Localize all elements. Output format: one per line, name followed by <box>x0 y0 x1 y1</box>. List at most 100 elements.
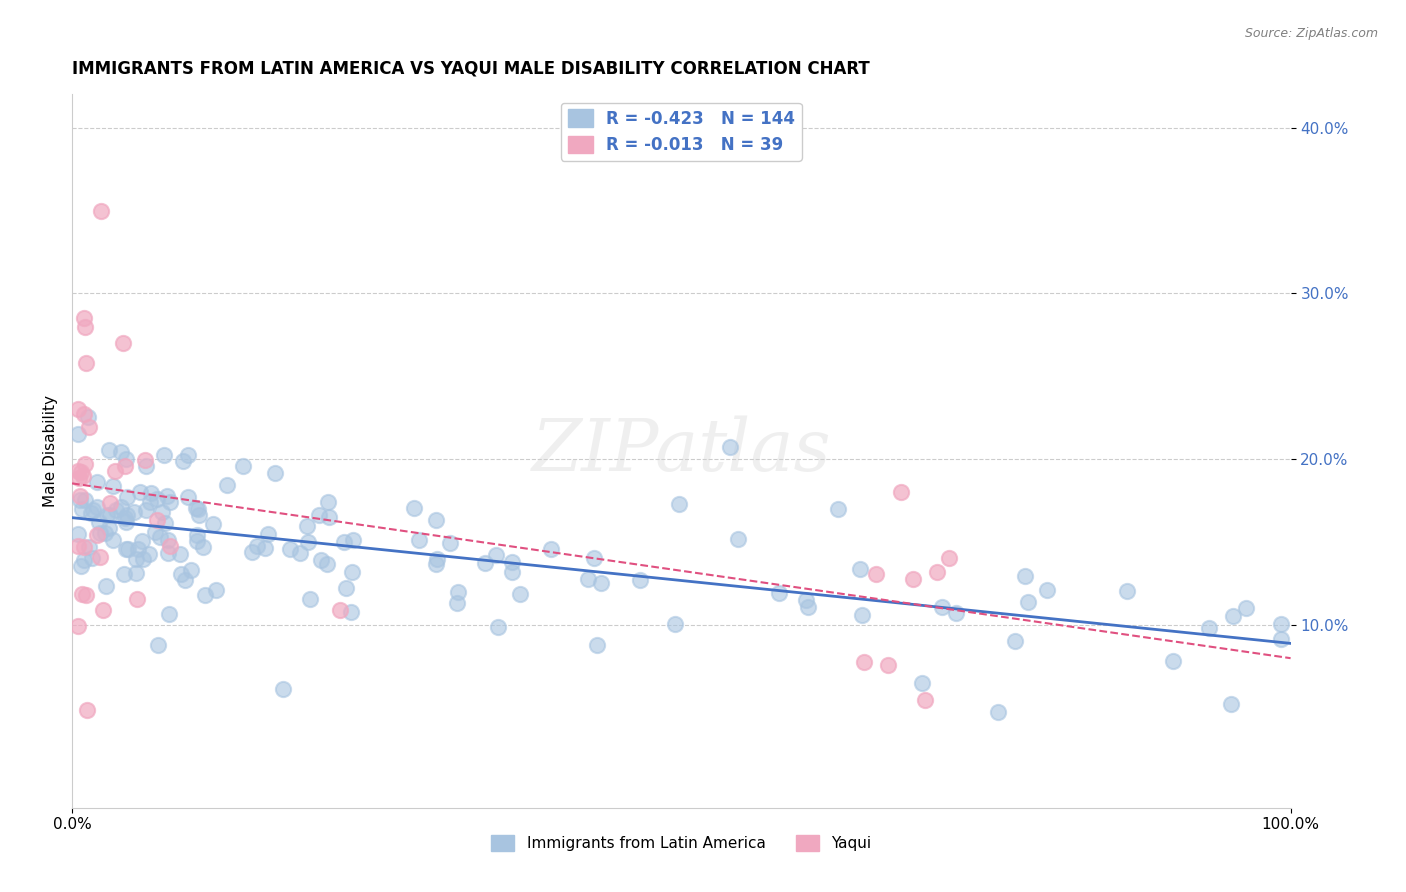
Point <box>94 526 117 541</box>
Point <box>117 508 139 523</box>
Point <box>335 581 357 595</box>
Point <box>127 591 149 606</box>
Point <box>583 550 606 565</box>
Point <box>135 459 157 474</box>
Point <box>1017 595 1039 609</box>
Point <box>439 535 461 549</box>
Point <box>91 603 114 617</box>
Point <box>446 596 468 610</box>
Point <box>191 540 214 554</box>
Point <box>186 534 208 549</box>
Point <box>69 489 91 503</box>
Point <box>146 638 169 652</box>
Point <box>253 541 276 556</box>
Point <box>138 547 160 561</box>
Point <box>1236 600 1258 615</box>
Point <box>1222 608 1244 623</box>
Point <box>931 599 953 614</box>
Point <box>80 506 103 520</box>
Point <box>316 495 339 509</box>
Point <box>278 541 301 556</box>
Point <box>125 566 148 580</box>
Point <box>73 553 96 567</box>
Point <box>186 528 208 542</box>
Point <box>914 693 936 707</box>
Point <box>159 539 181 553</box>
Point <box>945 607 967 621</box>
Point <box>115 452 138 467</box>
Point <box>70 502 93 516</box>
Point <box>404 500 426 515</box>
Point <box>668 498 690 512</box>
Point <box>115 515 138 529</box>
Point <box>76 703 98 717</box>
Point <box>77 540 100 554</box>
Point <box>77 409 100 424</box>
Point <box>1115 583 1137 598</box>
Point <box>156 489 179 503</box>
Point <box>768 586 790 600</box>
Point <box>586 638 609 652</box>
Point <box>132 552 155 566</box>
Point <box>938 550 960 565</box>
Point <box>89 203 111 218</box>
Point <box>927 565 949 579</box>
Point <box>73 492 96 507</box>
Point <box>67 527 90 541</box>
Point <box>488 620 510 634</box>
Point <box>215 478 238 492</box>
Text: IMMIGRANTS FROM LATIN AMERICA VS YAQUI MALE DISABILITY CORRELATION CHART: IMMIGRANTS FROM LATIN AMERICA VS YAQUI M… <box>72 60 870 78</box>
Point <box>135 502 157 516</box>
Point <box>264 467 287 481</box>
Point <box>194 588 217 602</box>
Point <box>501 555 523 569</box>
Point <box>97 521 120 535</box>
Point <box>110 500 132 515</box>
Point <box>153 448 176 462</box>
Point <box>104 464 127 478</box>
Point <box>169 547 191 561</box>
Point <box>333 535 356 549</box>
Point <box>114 511 136 525</box>
Point <box>67 471 90 485</box>
Point <box>75 319 97 334</box>
Point <box>110 445 132 459</box>
Point <box>146 492 169 507</box>
Point <box>77 420 100 434</box>
Point <box>75 457 97 471</box>
Point <box>141 486 163 500</box>
Point <box>98 496 121 510</box>
Point <box>159 494 181 508</box>
Point <box>232 459 254 474</box>
Point <box>201 516 224 531</box>
Point <box>73 407 96 421</box>
Point <box>67 618 90 632</box>
Point <box>101 479 124 493</box>
Point <box>145 513 167 527</box>
Point <box>1004 633 1026 648</box>
Point <box>177 448 200 462</box>
Point <box>204 583 226 598</box>
Point <box>271 681 294 696</box>
Point <box>67 401 90 416</box>
Point <box>474 556 496 570</box>
Point <box>75 588 97 602</box>
Point <box>1270 632 1292 647</box>
Point <box>180 563 202 577</box>
Point <box>129 484 152 499</box>
Point <box>98 443 121 458</box>
Point <box>72 468 94 483</box>
Point <box>447 585 470 599</box>
Point <box>901 572 924 586</box>
Point <box>987 705 1010 719</box>
Point <box>501 565 523 579</box>
Point <box>308 508 330 522</box>
Point <box>149 529 172 543</box>
Point <box>1161 655 1184 669</box>
Point <box>69 493 91 508</box>
Point <box>297 534 319 549</box>
Point <box>408 533 430 547</box>
Point <box>540 542 562 557</box>
Point <box>70 587 93 601</box>
Point <box>104 503 127 517</box>
